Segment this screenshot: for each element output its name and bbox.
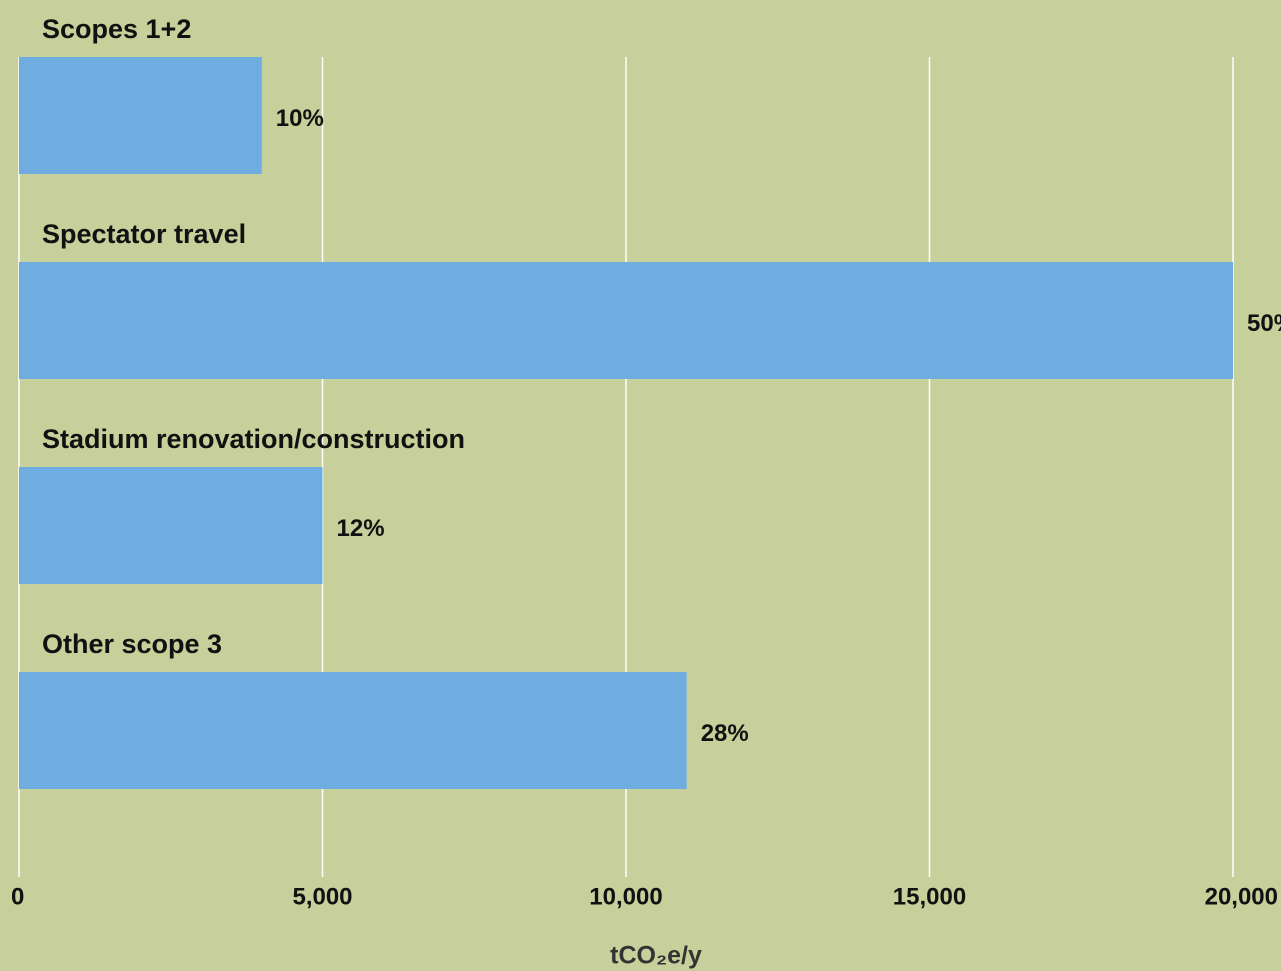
bar [19, 57, 262, 174]
bar [19, 467, 323, 584]
x-tick-label: 10,000 [589, 883, 662, 910]
category-label: Scopes 1+2 [42, 14, 191, 44]
bar [19, 262, 1233, 379]
x-axis-title: tCO₂e/y [610, 942, 702, 970]
category-label: Stadium renovation/construction [42, 424, 465, 454]
value-label: 10% [276, 105, 324, 132]
bar [19, 672, 687, 789]
value-label: 50% [1247, 310, 1281, 337]
x-tick-label: 20,000 [1205, 883, 1278, 910]
value-label: 12% [337, 515, 385, 542]
value-label: 28% [701, 720, 749, 747]
x-tick-label: 0 [11, 883, 24, 910]
x-tick-label: 5,000 [292, 883, 352, 910]
category-label: Spectator travel [42, 219, 246, 249]
x-tick-label: 15,000 [893, 883, 966, 910]
category-label: Other scope 3 [42, 629, 222, 659]
